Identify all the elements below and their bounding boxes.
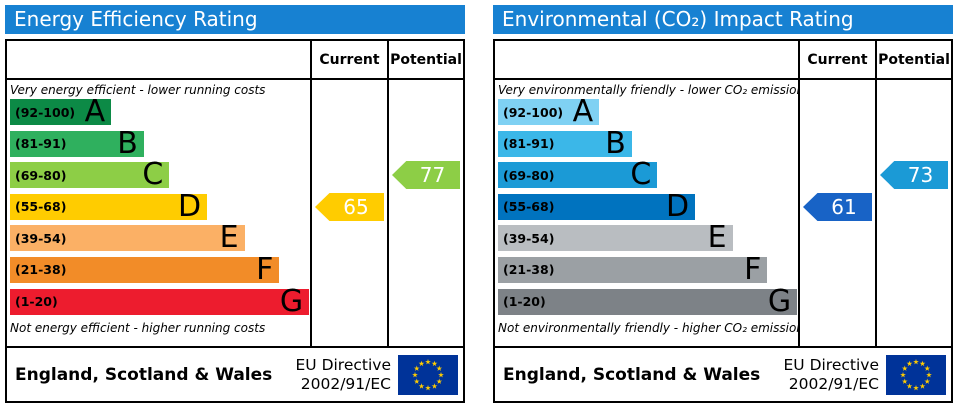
top-note: Very environmentally friendly - lower CO…	[498, 83, 798, 97]
co2-impact-panel: Environmental (CO₂) Impact Rating Curren…	[493, 5, 953, 403]
current-column: 61	[798, 80, 875, 346]
band-letter: B	[605, 125, 626, 161]
panel-title: Environmental (CO₂) Impact Rating	[493, 5, 953, 34]
band-letter: A	[84, 94, 106, 129]
header-spacer	[7, 41, 310, 78]
header-spacer	[495, 41, 798, 78]
table-body: Very energy efficient - lower running co…	[7, 80, 463, 346]
current-column-header: Current	[310, 41, 387, 78]
potential-rating-value: 77	[419, 163, 446, 187]
band-range: (1-20)	[503, 294, 546, 310]
region-label: England, Scotland & Wales	[15, 364, 273, 385]
potential-rating-value: 73	[907, 163, 934, 187]
band-e: (39-54) E	[498, 220, 733, 256]
band-range: (92-100)	[15, 104, 76, 120]
eu-flag-icon	[886, 354, 946, 395]
eu-directive-label: EU Directive 2002/91/EC	[784, 356, 880, 393]
band-range: (81-91)	[15, 136, 67, 152]
band-range: (69-80)	[15, 167, 67, 183]
band-letter: G	[767, 283, 792, 319]
band-range: (55-68)	[15, 199, 67, 215]
band-range: (81-91)	[503, 136, 555, 152]
table-footer: England, Scotland & Wales EU Directive 2…	[7, 346, 463, 401]
band-c: (69-80) C	[10, 157, 170, 193]
band-range: (1-20)	[15, 294, 58, 310]
band-c: (69-80) C	[498, 157, 658, 193]
band-letter: E	[707, 220, 727, 256]
bands-column: Very environmentally friendly - lower CO…	[495, 80, 798, 346]
eu-flag-icon	[398, 354, 458, 395]
band-range: (21-38)	[503, 262, 555, 278]
band-range: (39-54)	[503, 230, 555, 246]
top-note: Very energy efficient - lower running co…	[10, 83, 266, 97]
band-e: (39-54) E	[10, 220, 245, 256]
band-letter: C	[142, 157, 164, 193]
current-rating-arrow: 65	[315, 193, 384, 221]
band-letter: C	[630, 157, 652, 193]
rating-table: Current Potential Very environmentally f…	[493, 39, 953, 403]
region-label: England, Scotland & Wales	[503, 364, 761, 385]
current-rating-arrow: 61	[803, 193, 872, 221]
table-header-row: Current Potential	[7, 41, 463, 80]
band-range: (39-54)	[15, 230, 67, 246]
potential-column: 73	[875, 80, 951, 346]
band-f: (21-38) F	[498, 251, 768, 287]
eu-directive-line1: EU Directive	[295, 355, 392, 374]
table-body: Very environmentally friendly - lower CO…	[495, 80, 951, 346]
current-rating-value: 65	[343, 195, 369, 219]
band-letter: F	[256, 251, 274, 287]
rating-table: Current Potential Very energy efficient …	[5, 39, 465, 403]
potential-rating-arrow: 73	[880, 161, 948, 189]
table-footer: England, Scotland & Wales EU Directive 2…	[495, 346, 951, 401]
band-d: (55-68) D	[10, 188, 208, 224]
eu-directive-label: EU Directive 2002/91/EC	[296, 356, 392, 393]
energy-efficiency-panel: Energy Efficiency Rating Current Potenti…	[5, 5, 465, 403]
potential-column-header: Potential	[387, 41, 463, 78]
eu-directive-line2: 2002/91/EC	[300, 374, 391, 393]
band-d: (55-68) D	[498, 188, 696, 224]
band-a: (92-100) A	[498, 94, 600, 129]
bands-column: Very energy efficient - lower running co…	[7, 80, 310, 346]
panel-title: Energy Efficiency Rating	[5, 5, 465, 34]
eu-directive-line1: EU Directive	[783, 355, 880, 374]
table-header-row: Current Potential	[495, 41, 951, 80]
band-letter: A	[572, 94, 594, 129]
band-range: (55-68)	[503, 199, 555, 215]
band-letter: G	[279, 283, 304, 319]
band-letter: D	[177, 188, 202, 224]
band-letter: D	[665, 188, 690, 224]
band-a: (92-100) A	[10, 94, 112, 129]
current-column: 65	[310, 80, 387, 346]
band-f: (21-38) F	[10, 251, 280, 287]
band-b: (81-91) B	[10, 125, 144, 161]
band-range: (92-100)	[503, 104, 564, 120]
bottom-note: Not environmentally friendly - higher CO…	[498, 321, 798, 336]
band-letter: B	[117, 125, 138, 161]
bottom-note: Not energy efficient - higher running co…	[10, 321, 266, 336]
band-g: (1-20) G	[498, 283, 798, 319]
band-letter: E	[219, 220, 239, 256]
band-b: (81-91) B	[498, 125, 632, 161]
eu-directive-line2: 2002/91/EC	[788, 374, 879, 393]
band-g: (1-20) G	[10, 283, 310, 319]
potential-column: 77	[387, 80, 463, 346]
band-range: (21-38)	[15, 262, 67, 278]
current-rating-value: 61	[831, 195, 857, 219]
potential-column-header: Potential	[875, 41, 951, 78]
band-range: (69-80)	[503, 167, 555, 183]
band-letter: F	[744, 251, 762, 287]
current-column-header: Current	[798, 41, 875, 78]
potential-rating-arrow: 77	[392, 161, 460, 189]
